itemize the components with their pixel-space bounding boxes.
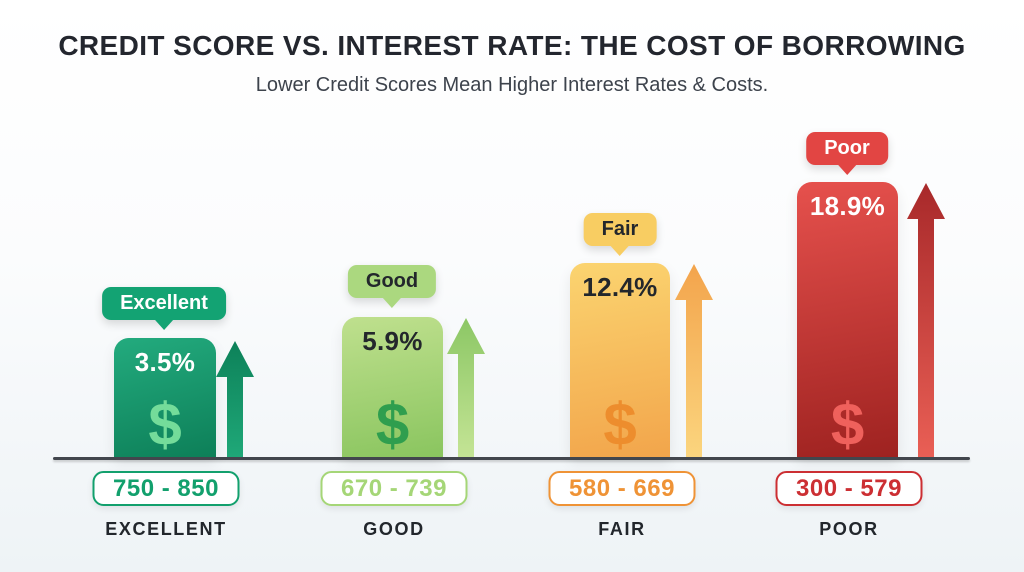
dollar-icon: $ [375, 391, 410, 458]
axis-baseline [53, 457, 970, 460]
tier-badge-fair: Fair [583, 213, 657, 246]
score-range-badge-good: 670 - 739 [320, 471, 468, 506]
tier-badge-good: Good [347, 265, 437, 298]
up-arrow-icon [907, 183, 945, 457]
dollar-icon: $ [148, 391, 182, 458]
tier-label-fair: FAIR [598, 519, 646, 539]
score-range-badge-poor: 300 - 579 [775, 471, 923, 506]
bar-good: 5.9% $ [342, 317, 443, 457]
up-arrow-icon [216, 341, 254, 457]
rate-value-excellent: 3.5% [134, 347, 196, 377]
tier-label-excellent: EXCELLENT [105, 519, 227, 539]
tier-label-poor: POOR [819, 519, 879, 539]
dollar-icon: $ [830, 391, 865, 458]
tier-badge-poor: Poor [806, 132, 888, 165]
rate-value-fair: 12.4% [582, 272, 658, 302]
bar-excellent: 3.5% $ [114, 338, 216, 457]
tier-label-good: GOOD [363, 519, 425, 539]
tier-badge-excellent: Excellent [102, 287, 226, 320]
bar-poor: 18.9% $ [797, 182, 898, 457]
up-arrow-icon [447, 318, 485, 457]
bar-fair: 12.4% $ [570, 263, 670, 457]
rate-value-poor: 18.9% [809, 191, 886, 221]
page-subtitle: Lower Credit Scores Mean Higher Interest… [255, 74, 769, 96]
page-title: CREDIT SCORE VS. INTEREST RATE: THE COST… [58, 30, 966, 61]
score-range-badge-excellent: 750 - 850 [92, 471, 240, 506]
score-range-badge-fair: 580 - 669 [548, 471, 696, 506]
up-arrow-icon [675, 264, 713, 457]
rate-value-good: 5.9% [362, 326, 423, 356]
dollar-icon: $ [603, 391, 637, 458]
